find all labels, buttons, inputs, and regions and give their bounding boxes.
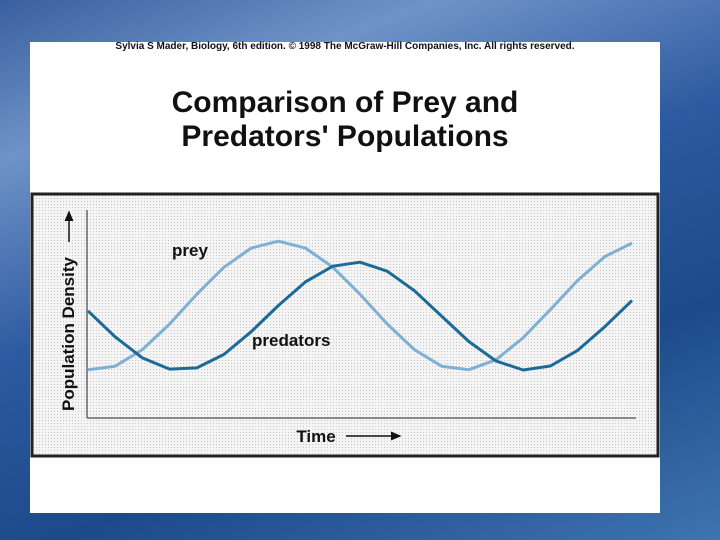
series-label: predators [252,331,330,350]
y-axis-label: Population Density [59,256,78,411]
credit: Sylvia S Mader, Biology, 6th edition. © … [115,41,575,52]
chart-title: Comparison of Prey and Predators' Popula… [171,86,519,153]
x-axis-label: Time [296,427,335,446]
series-line [87,239,633,372]
series-label: prey [172,241,208,260]
series-line [86,260,634,372]
chart-frame [30,192,660,458]
